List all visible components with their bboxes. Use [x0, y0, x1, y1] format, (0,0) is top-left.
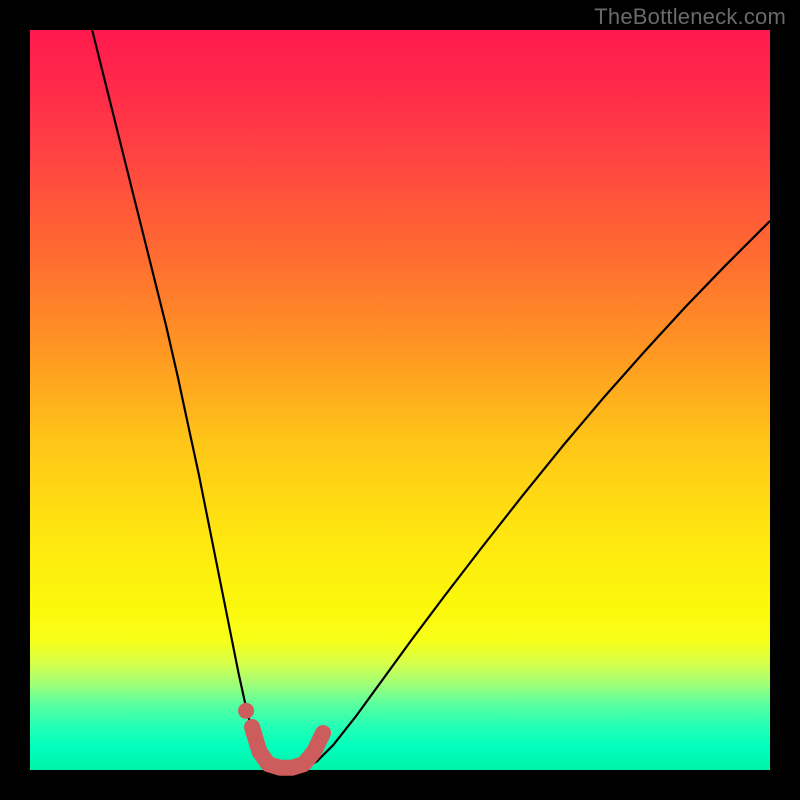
bottleneck-chart [0, 0, 800, 800]
optimum-band-dot [238, 703, 254, 719]
heatmap-background [30, 30, 770, 770]
